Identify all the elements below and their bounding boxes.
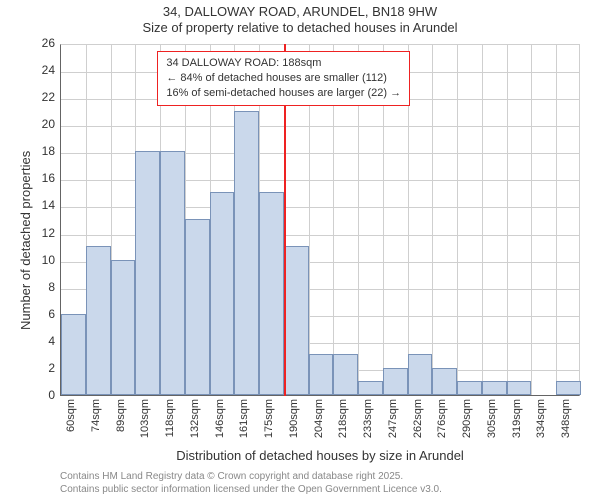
y-tick-label: 6 (48, 307, 55, 321)
y-tick-label: 14 (42, 198, 55, 212)
gridline-v (457, 45, 458, 395)
y-tick-label: 12 (42, 226, 55, 240)
histogram-bar (160, 151, 185, 395)
chart-title-line1: 34, DALLOWAY ROAD, ARUNDEL, BN18 9HW (0, 4, 600, 20)
gridline-v (432, 45, 433, 395)
x-tick-label: 305sqm (486, 399, 498, 438)
x-tick-label: 334sqm (535, 399, 547, 438)
y-tick-label: 16 (42, 171, 55, 185)
x-tick-label: 247sqm (387, 399, 399, 438)
y-tick-label: 26 (42, 36, 55, 50)
histogram-bar (383, 368, 408, 395)
plot-area: 0246810121416182022242660sqm74sqm89sqm10… (60, 44, 580, 396)
histogram-bar (482, 381, 507, 395)
gridline-h (61, 126, 579, 127)
gridline-v (556, 45, 557, 395)
x-tick-label: 175sqm (263, 399, 275, 438)
x-tick-label: 276sqm (436, 399, 448, 438)
footer-attribution: Contains HM Land Registry data © Crown c… (60, 470, 442, 496)
y-tick-label: 10 (42, 253, 55, 267)
x-tick-label: 161sqm (238, 399, 250, 438)
annotation-box: 34 DALLOWAY ROAD: 188sqm← 84% of detache… (157, 51, 410, 106)
annotation-line3: 16% of semi-detached houses are larger (… (166, 86, 401, 101)
y-tick-label: 8 (48, 280, 55, 294)
x-tick-label: 348sqm (560, 399, 572, 438)
gridline-v (482, 45, 483, 395)
y-axis-label: Number of detached properties (18, 151, 33, 330)
x-tick-label: 262sqm (412, 399, 424, 438)
x-tick-label: 290sqm (461, 399, 473, 438)
y-tick-label: 0 (48, 388, 55, 402)
x-tick-label: 118sqm (164, 399, 176, 437)
x-axis-label: Distribution of detached houses by size … (60, 448, 580, 463)
y-tick-label: 24 (42, 63, 55, 77)
x-tick-label: 60sqm (65, 399, 77, 432)
histogram-bar (457, 381, 482, 395)
histogram-bar (284, 246, 309, 395)
histogram-bar (556, 381, 581, 395)
x-tick-label: 319sqm (511, 399, 523, 438)
x-tick-label: 132sqm (189, 399, 201, 438)
y-tick-label: 20 (42, 117, 55, 131)
histogram-bar (259, 192, 284, 395)
y-tick-label: 18 (42, 144, 55, 158)
x-tick-label: 204sqm (313, 399, 325, 438)
histogram-bar (185, 219, 210, 395)
gridline-v (507, 45, 508, 395)
footer-line2: Contains public sector information licen… (60, 483, 442, 496)
annotation-line1: 34 DALLOWAY ROAD: 188sqm (166, 56, 401, 71)
histogram-bar (358, 381, 383, 395)
x-tick-label: 74sqm (90, 399, 102, 432)
x-tick-label: 218sqm (337, 399, 349, 438)
x-tick-label: 103sqm (139, 399, 151, 438)
histogram-bar (86, 246, 111, 395)
histogram-bar (309, 354, 334, 395)
x-tick-label: 233sqm (362, 399, 374, 438)
histogram-bar (210, 192, 235, 395)
histogram-bar (234, 111, 259, 395)
histogram-bar (61, 314, 86, 395)
gridline-v (531, 45, 532, 395)
chart-title-line2: Size of property relative to detached ho… (0, 20, 600, 36)
histogram-bar (111, 260, 136, 395)
x-tick-label: 89sqm (115, 399, 127, 432)
x-tick-label: 146sqm (214, 399, 226, 438)
histogram-bar (432, 368, 457, 395)
y-tick-label: 4 (48, 334, 55, 348)
histogram-bar (333, 354, 358, 395)
histogram-bar (135, 151, 160, 395)
histogram-bar (408, 354, 433, 395)
chart-title-block: 34, DALLOWAY ROAD, ARUNDEL, BN18 9HW Siz… (0, 4, 600, 37)
x-tick-label: 190sqm (288, 399, 300, 438)
y-tick-label: 22 (42, 90, 55, 104)
histogram-bar (507, 381, 532, 395)
y-tick-label: 2 (48, 361, 55, 375)
annotation-line2: ← 84% of detached houses are smaller (11… (166, 71, 401, 86)
footer-line1: Contains HM Land Registry data © Crown c… (60, 470, 442, 483)
